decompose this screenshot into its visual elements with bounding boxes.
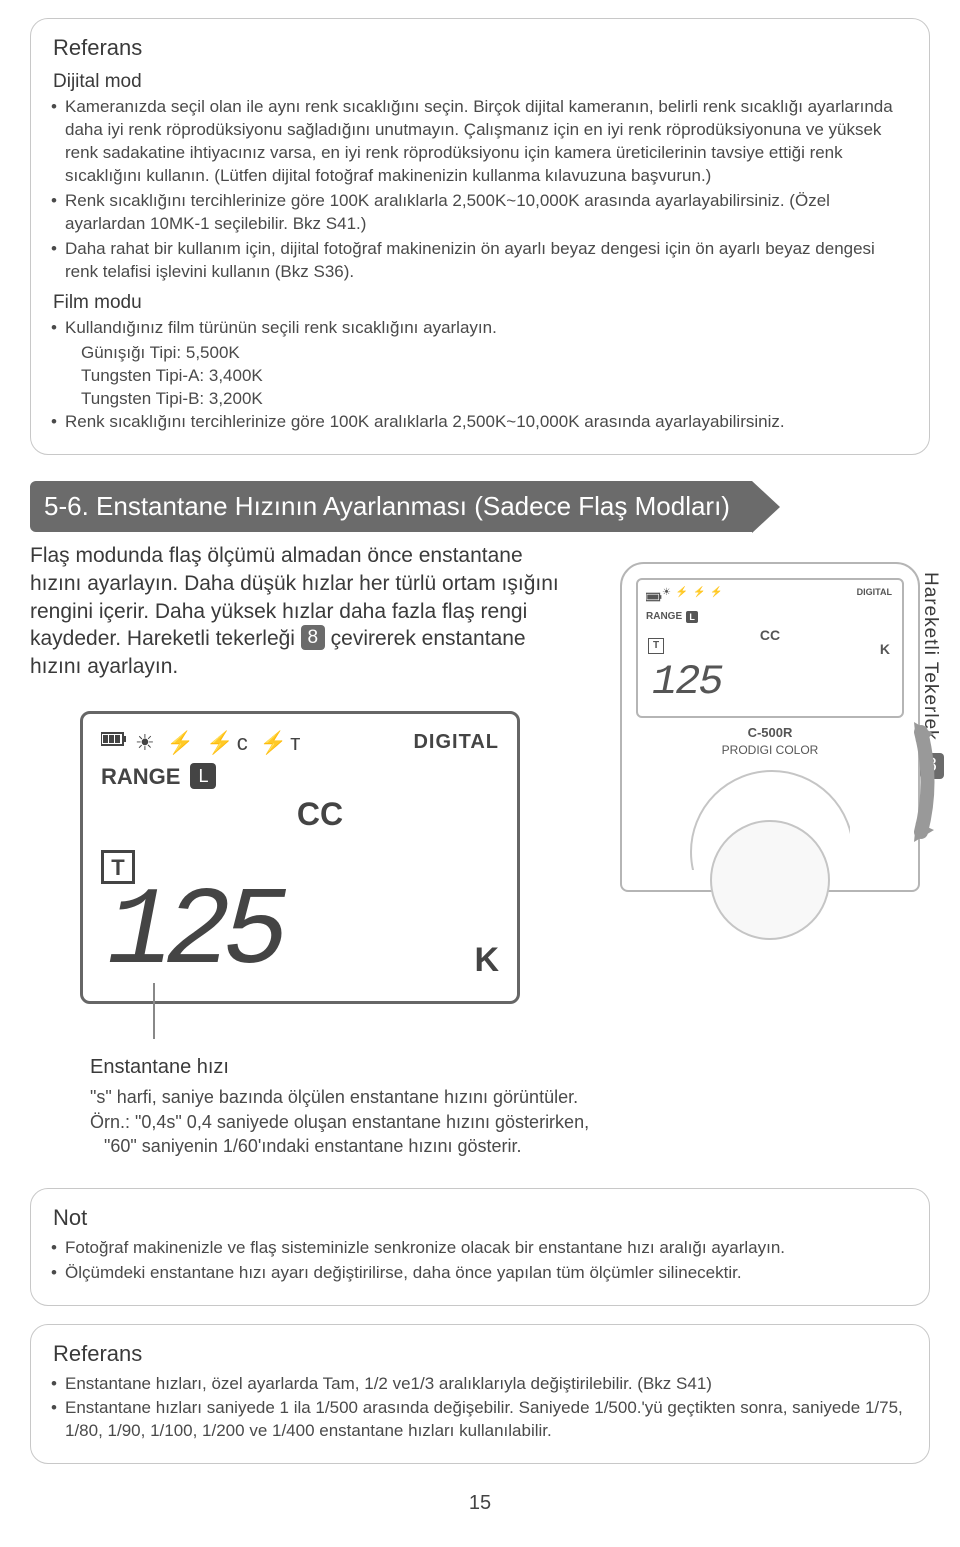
caption-l1: "s" harfi, saniye bazında ölçülen enstan…: [90, 1085, 590, 1109]
mode-icons: ☀ ⚡ ⚡c ⚡т: [135, 728, 303, 758]
lcd-range: RANGE: [101, 762, 180, 792]
ref1-d1: Kameranızda seçil olan ile aynı renk sıc…: [51, 96, 909, 188]
dial-inner: [710, 820, 830, 940]
lcd-cc: CC: [141, 793, 499, 836]
lcd-k: K: [474, 938, 499, 984]
rotate-arrow-icon: [886, 712, 936, 852]
page-number: 15: [30, 1490, 930, 1517]
reference-box-1: Referans Dijital mod Kameranızda seçil o…: [30, 18, 930, 455]
film-type-2: Tungsten Tipi-A: 3,400K: [51, 365, 909, 388]
dev-battery-icon: [646, 586, 662, 609]
note-1: Fotoğraf makinenizle ve flaş sisteminizl…: [51, 1237, 909, 1260]
dev-k: K: [880, 640, 890, 659]
ref1-f1: Kullandığınız film türünün seçili renk s…: [51, 317, 909, 340]
film-mode-heading: Film modu: [53, 290, 909, 316]
dev-digital: DIGITAL: [857, 586, 892, 598]
dev-L: L: [686, 611, 698, 623]
shutter-caption: Enstantane hızı "s" harfi, saniye bazınd…: [90, 1054, 590, 1158]
lcd-diagram: ☀ ⚡ ⚡c ⚡т DIGITAL RANGE L CC T 125 K: [80, 711, 520, 1005]
note-title: Not: [51, 1203, 909, 1233]
device-illustration: ☀ ⚡ ⚡ ⚡ DIGITAL RANGE L CC K T 125 C-500…: [620, 562, 920, 892]
caption-l3: "60" saniyenin 1/60'ındaki enstantane hı…: [90, 1134, 590, 1158]
dev-mode-icons: ☀ ⚡ ⚡ ⚡: [662, 586, 724, 609]
dev-cc: CC: [760, 626, 780, 645]
leader-line: [153, 983, 155, 1039]
ref2-2: Enstantane hızları saniyede 1 ila 1/500 …: [51, 1397, 909, 1443]
ref2-title: Referans: [51, 1339, 909, 1369]
reference-box-2: Referans Enstantane hızları, özel ayarla…: [30, 1324, 930, 1465]
dev-t: T: [648, 638, 664, 654]
battery-icon: [101, 731, 127, 754]
lcd-digital: DIGITAL: [413, 729, 499, 756]
digital-mode-heading: Dijital mod: [53, 69, 909, 95]
caption-title: Enstantane hızı: [90, 1054, 590, 1081]
caption-l2: Örn.: "0,4s" 0,4 saniyede oluşan enstant…: [90, 1110, 590, 1134]
film-type-3: Tungsten Tipi-B: 3,200K: [51, 388, 909, 411]
ref1-d2: Renk sıcaklığını tercihlerinize göre 100…: [51, 190, 909, 236]
lcd-value: 125: [107, 884, 281, 983]
note-2: Ölçümdeki enstantane hızı ayarı değiştir…: [51, 1262, 909, 1285]
dev-model1: C-500R: [748, 725, 793, 740]
dev-model2: PRODIGI COLOR: [722, 743, 819, 757]
section-intro: Flaş modunda flaş ölçümü almadan önce en…: [30, 542, 570, 681]
lcd-L: L: [190, 763, 216, 789]
ref1-d3: Daha rahat bir kullanım için, dijital fo…: [51, 238, 909, 284]
dev-value: 125: [652, 654, 722, 711]
wheel-badge: 8: [301, 625, 325, 650]
film-type-1: Günışığı Tipi: 5,500K: [51, 342, 909, 365]
dev-range: RANGE: [646, 610, 682, 624]
section-header: 5-6. Enstantane Hızının Ayarlanması (Sad…: [30, 481, 930, 532]
reference-title: Referans: [51, 33, 909, 63]
ref2-1: Enstantane hızları, özel ayarlarda Tam, …: [51, 1373, 909, 1396]
note-box: Not Fotoğraf makinenizle ve flaş sistemi…: [30, 1188, 930, 1306]
section-heading: 5-6. Enstantane Hızının Ayarlanması (Sad…: [30, 481, 752, 532]
ref1-f2: Renk sıcaklığını tercihlerinize göre 100…: [51, 411, 909, 434]
